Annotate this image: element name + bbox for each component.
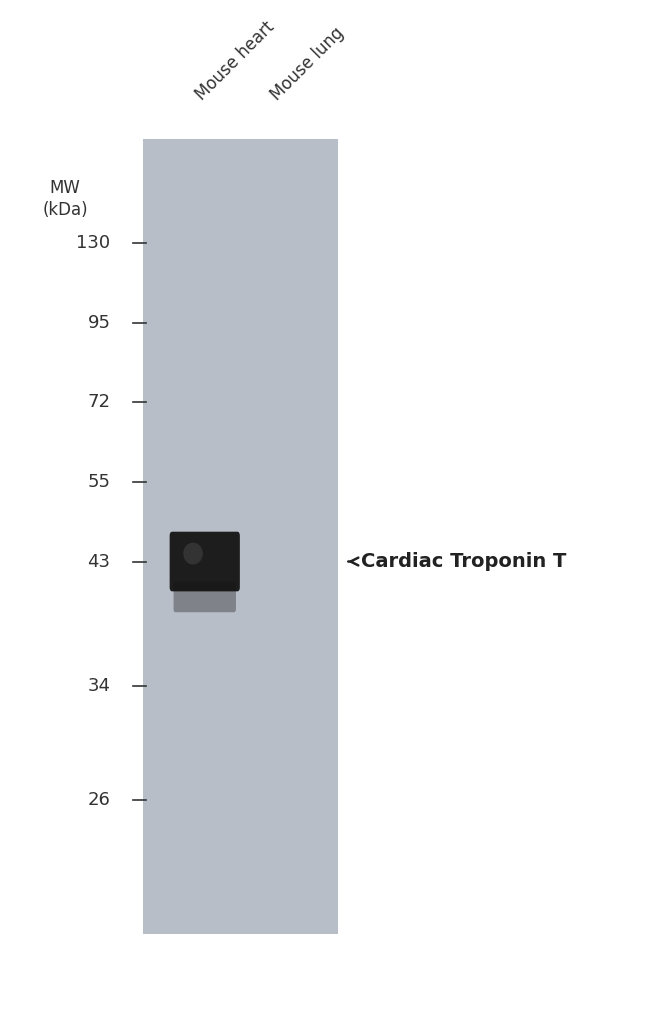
FancyBboxPatch shape [170,531,240,591]
Text: 72: 72 [88,393,110,412]
Text: MW
(kDa): MW (kDa) [42,178,88,219]
FancyBboxPatch shape [174,581,236,612]
Text: 34: 34 [88,676,110,695]
Text: Mouse heart: Mouse heart [192,18,278,104]
Text: Cardiac Troponin T: Cardiac Troponin T [361,552,566,571]
Text: 26: 26 [88,791,110,809]
Text: 130: 130 [77,234,111,252]
Ellipse shape [183,542,203,565]
Text: Mouse lung: Mouse lung [266,24,347,104]
Text: 43: 43 [88,553,110,571]
Text: 55: 55 [88,473,110,491]
Text: 95: 95 [88,314,110,332]
Bar [143,139,338,935]
